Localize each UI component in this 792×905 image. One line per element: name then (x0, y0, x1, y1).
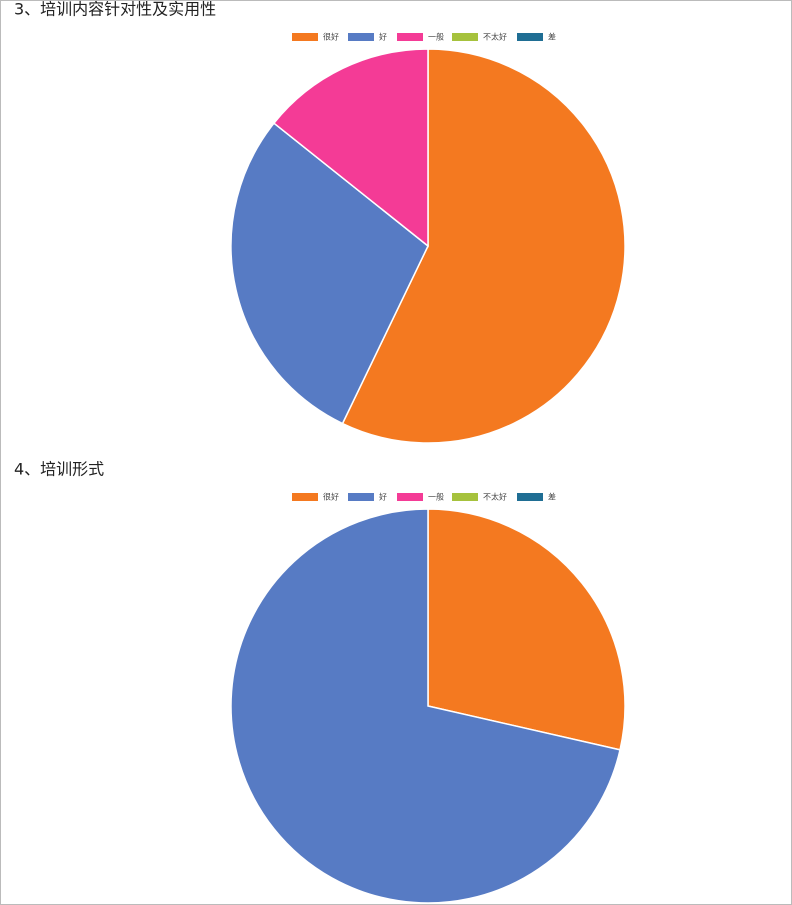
legend-label: 好 (379, 32, 387, 42)
legend-label: 好 (379, 492, 387, 502)
legend-swatch (397, 493, 423, 501)
chart-title: 3、培训内容针对性及实用性 (14, 0, 216, 19)
legend-label: 不太好 (483, 492, 507, 502)
legend-label: 不太好 (483, 32, 507, 42)
legend-label: 很好 (323, 492, 339, 502)
pie-slice (272, 48, 429, 248)
pie-slice (427, 508, 626, 751)
legend-swatch (292, 493, 318, 501)
legend-label: 一般 (428, 492, 444, 502)
pie-slice (230, 508, 621, 904)
legend-label: 一般 (428, 32, 444, 42)
legend-label: 差 (548, 32, 556, 42)
legend-label: 很好 (323, 32, 339, 42)
legend-swatch (452, 33, 478, 41)
legend-swatch (292, 33, 318, 41)
legend-swatch (348, 33, 374, 41)
legend-swatch (397, 33, 423, 41)
pie-slice (341, 48, 626, 444)
legend-swatch (348, 493, 374, 501)
legend-swatch (517, 33, 543, 41)
legend-swatch (452, 493, 478, 501)
pie-slice (230, 122, 429, 425)
legend-swatch (517, 493, 543, 501)
chart-title: 4、培训形式 (14, 460, 104, 479)
legend-label: 差 (548, 492, 556, 502)
